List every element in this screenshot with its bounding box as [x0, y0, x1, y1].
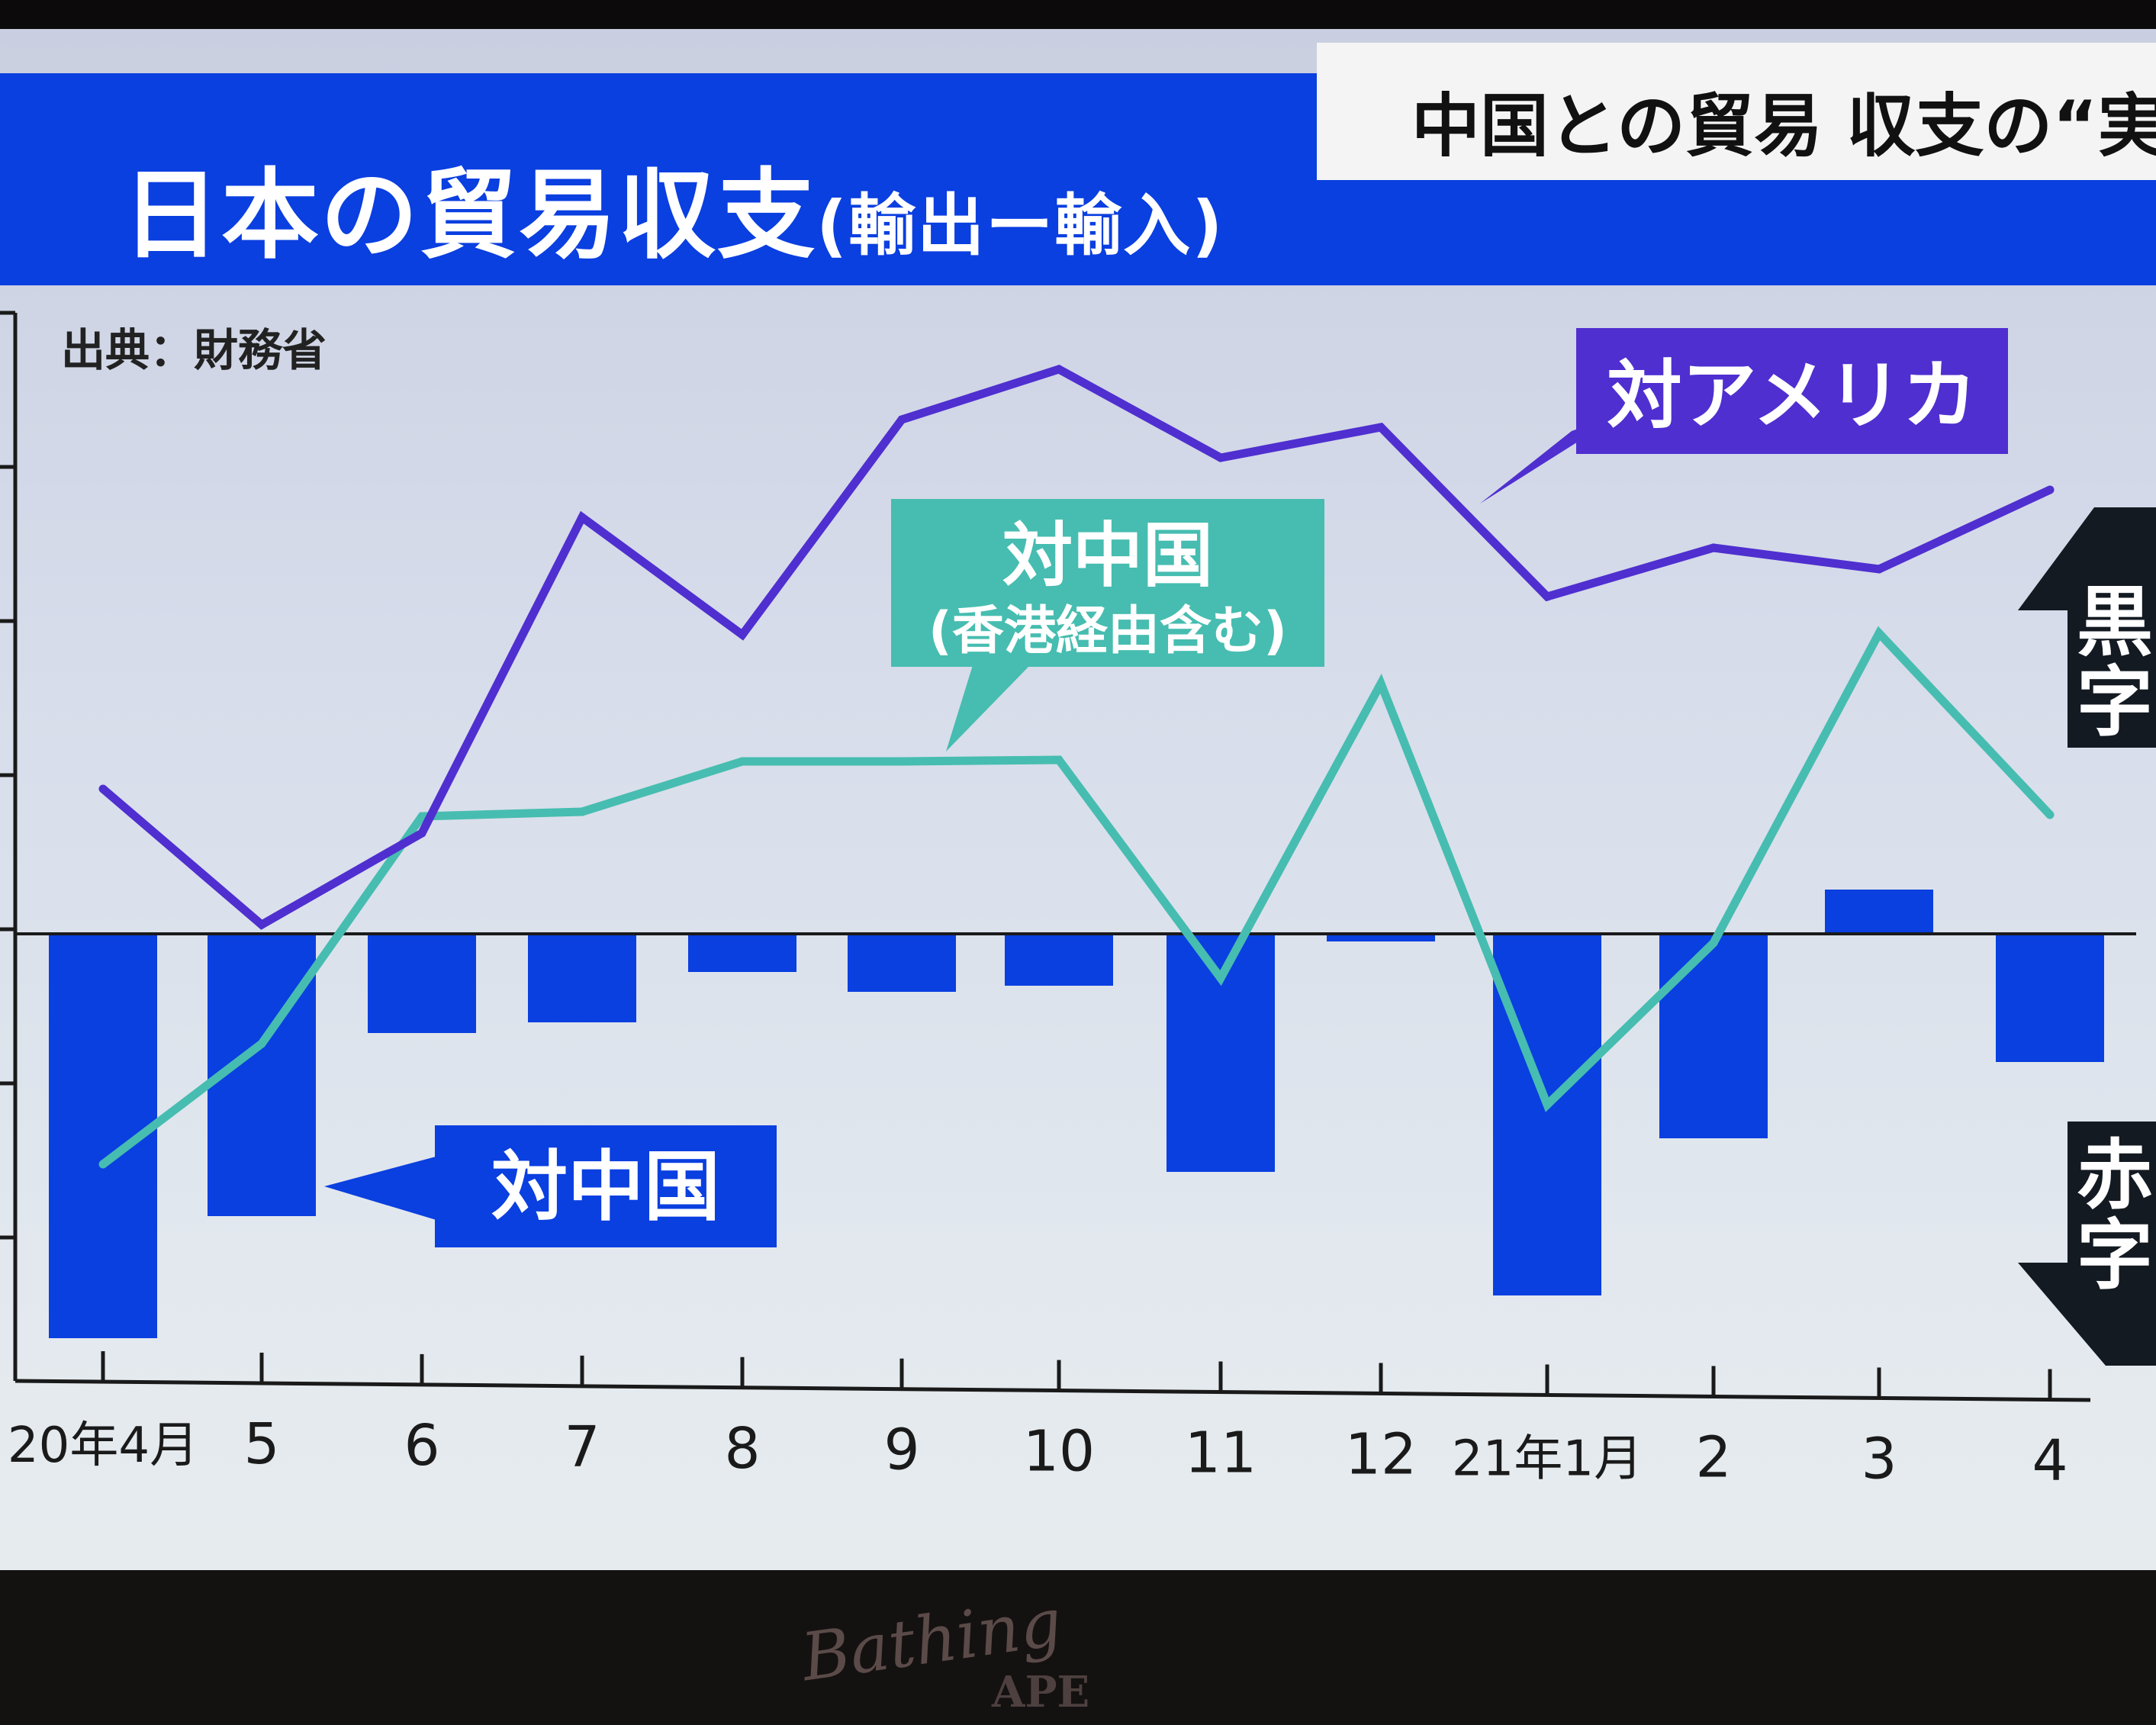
x-tick-label: 6: [404, 1413, 439, 1479]
china-line-label-box: [891, 499, 1324, 667]
china-line-point: [738, 757, 747, 766]
china-line-point: [1874, 629, 1884, 638]
x-axis: 20年4月 5 6 7 8 9 10 11 12 21年1月 2 3 4: [8, 1351, 2091, 1494]
watermark-logo-sub: APE: [992, 1667, 1090, 1717]
chart-title-sub: (輸出ー輸入): [816, 186, 1224, 265]
usa-line-point: [1216, 453, 1225, 462]
x-tick-label: 9: [883, 1418, 919, 1483]
china-line-point: [1709, 938, 1718, 948]
topic-caption-box: [1317, 43, 2156, 180]
china-bar: [1825, 890, 1933, 934]
usa-label: 対アメリカ: [1480, 328, 2008, 504]
x-tick-label: 20年4月: [8, 1418, 198, 1474]
china-bar: [528, 934, 636, 1022]
china-line-point: [98, 1160, 108, 1169]
usa-line-point: [98, 784, 108, 793]
deficit-indicator: 赤 字: [2018, 1122, 2156, 1366]
tv-screen: [0, 29, 2156, 1570]
china-line-point: [578, 807, 587, 816]
china-line-point: [2045, 810, 2055, 819]
topic-caption: 中国との貿易 収支の“実: [1411, 86, 2156, 166]
up-arrow-icon: [2018, 507, 2156, 748]
chart-title: 日本の貿易収支(輸出ー輸入): [122, 136, 1224, 277]
surplus-char-2: 字: [2077, 658, 2153, 747]
china-line-label-text-1: 対中国: [1002, 515, 1213, 597]
x-tick-label: 2: [1695, 1424, 1731, 1490]
china-bar: [1996, 934, 2104, 1062]
deficit-char-1: 赤: [2077, 1131, 2153, 1220]
china-line-point: [257, 1039, 266, 1048]
china-bar-label-text: 対中国: [491, 1142, 720, 1231]
chart-title-main: 日本の貿易収支: [122, 159, 817, 272]
usa-line-point: [257, 920, 266, 929]
x-tick-label: 21年1月: [1452, 1431, 1643, 1487]
x-axis-line: [14, 1379, 2091, 1402]
china-line-label-pointer: [946, 665, 1030, 751]
deficit-char-2: 字: [2077, 1211, 2153, 1300]
usa-line-point: [897, 415, 906, 424]
usa-line-point: [1376, 423, 1385, 432]
usa-line-point: [1054, 365, 1064, 374]
china-bar-label-pointer: [324, 1156, 439, 1221]
china-line-point: [417, 812, 426, 821]
china-bar: [1659, 934, 1768, 1138]
china-bar: [368, 934, 476, 1033]
down-arrow-icon: [2018, 1122, 2156, 1366]
x-tick-label: 7: [564, 1414, 600, 1480]
china-bar: [848, 934, 956, 992]
x-tick-label: 11: [1185, 1421, 1257, 1486]
china-line-point: [1216, 974, 1225, 983]
china-line-label-text-2: (香港経由含む): [928, 601, 1287, 661]
usa-line-point: [2045, 485, 2055, 494]
china-bar: [1327, 934, 1435, 941]
china-bar: [1005, 934, 1113, 986]
usa-line-point: [1709, 543, 1718, 552]
china-bar-label-box: [435, 1125, 777, 1247]
china-bar: [688, 934, 796, 972]
surplus-char-1: 黒: [2077, 578, 2153, 667]
tv-bezel: [0, 1570, 2156, 1725]
usa-line-point: [1874, 565, 1884, 574]
x-tick-label: 5: [243, 1411, 279, 1477]
china-line-point: [897, 757, 906, 766]
x-tick-label: 4: [2032, 1428, 2068, 1494]
china-line-point: [1543, 1100, 1552, 1109]
usa-label-text: 対アメリカ: [1607, 352, 1977, 439]
usa-label-box: [1576, 328, 2008, 454]
y-axis: [0, 311, 18, 1381]
usa-line-point: [578, 513, 587, 522]
x-tick-label: 12: [1345, 1421, 1417, 1487]
china-line-point: [1376, 679, 1385, 688]
x-tick-label: 8: [724, 1416, 760, 1482]
surplus-indicator: 黒 字: [2018, 507, 2156, 748]
china-bar: [1493, 934, 1601, 1295]
x-tick-label: 10: [1023, 1419, 1095, 1485]
trade-balance-chart: 20年4月 5 6 7 8 9 10 11 12 21年1月 2 3 4 対アメリカ 対中国 (香港経由…: [0, 311, 2156, 1494]
source-note: 出典：財務省: [61, 324, 327, 376]
china-line-point: [1054, 755, 1064, 764]
usa-line-point: [738, 630, 747, 639]
usa-line-point: [417, 829, 426, 838]
china-bar-label: 対中国: [324, 1125, 777, 1247]
china-bars: [49, 890, 2104, 1338]
china-line-label: 対中国 (香港経由含む): [891, 499, 1324, 751]
x-tick-label: 3: [1861, 1426, 1897, 1492]
usa-line-point: [1543, 592, 1552, 601]
series-lines: [98, 365, 2055, 1169]
